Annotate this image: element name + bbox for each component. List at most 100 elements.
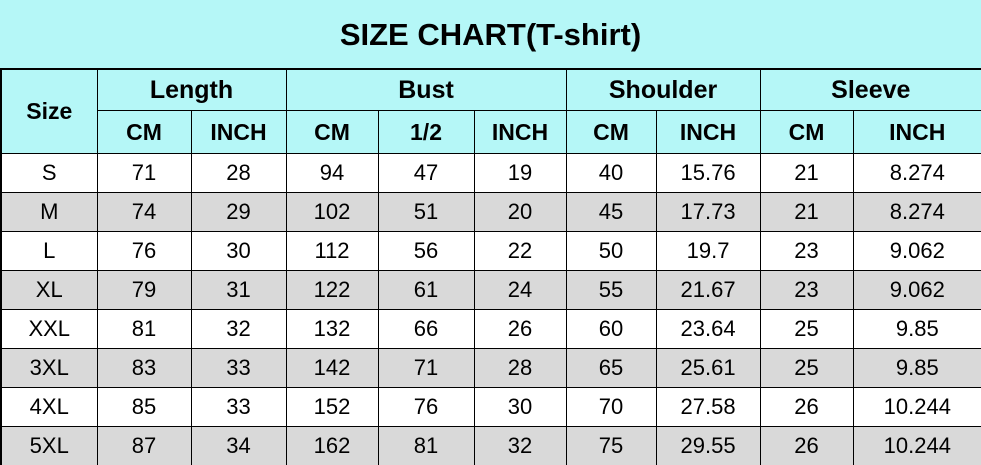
cell-measurement: 10.244: [853, 388, 981, 427]
cell-measurement: 79: [97, 271, 191, 310]
cell-measurement: 27.58: [656, 388, 760, 427]
cell-measurement: 32: [474, 427, 566, 465]
cell-measurement: 9.85: [853, 310, 981, 349]
unit-header-bust-cm: CM: [286, 111, 378, 154]
group-header-sleeve: Sleeve: [760, 69, 981, 111]
cell-measurement: 15.76: [656, 154, 760, 193]
cell-measurement: 61: [378, 271, 474, 310]
cell-measurement: 30: [474, 388, 566, 427]
cell-measurement: 75: [566, 427, 656, 465]
cell-measurement: 94: [286, 154, 378, 193]
cell-measurement: 56: [378, 232, 474, 271]
cell-measurement: 8.274: [853, 154, 981, 193]
cell-measurement: 76: [378, 388, 474, 427]
cell-measurement: 19: [474, 154, 566, 193]
unit-header-length-cm: CM: [97, 111, 191, 154]
cell-size: XXL: [1, 310, 97, 349]
cell-size: L: [1, 232, 97, 271]
cell-measurement: 30: [191, 232, 286, 271]
cell-measurement: 40: [566, 154, 656, 193]
cell-measurement: 45: [566, 193, 656, 232]
cell-measurement: 34: [191, 427, 286, 465]
cell-measurement: 65: [566, 349, 656, 388]
cell-measurement: 29.55: [656, 427, 760, 465]
cell-measurement: 112: [286, 232, 378, 271]
cell-measurement: 10.244: [853, 427, 981, 465]
cell-size: XL: [1, 271, 97, 310]
cell-measurement: 70: [566, 388, 656, 427]
group-header-shoulder: Shoulder: [566, 69, 760, 111]
cell-measurement: 83: [97, 349, 191, 388]
column-header-size: Size: [1, 69, 97, 154]
cell-measurement: 60: [566, 310, 656, 349]
cell-measurement: 32: [191, 310, 286, 349]
cell-measurement: 9.062: [853, 271, 981, 310]
cell-measurement: 51: [378, 193, 474, 232]
unit-header-sleeve-inch: INCH: [853, 111, 981, 154]
cell-measurement: 23: [760, 232, 853, 271]
unit-header-sleeve-cm: CM: [760, 111, 853, 154]
cell-measurement: 28: [474, 349, 566, 388]
cell-measurement: 20: [474, 193, 566, 232]
cell-measurement: 21.67: [656, 271, 760, 310]
group-header-bust: Bust: [286, 69, 566, 111]
cell-measurement: 31: [191, 271, 286, 310]
cell-size: S: [1, 154, 97, 193]
size-chart-table: Size Length Bust Shoulder Sleeve CM INCH…: [0, 68, 981, 465]
cell-measurement: 33: [191, 349, 286, 388]
cell-measurement: 9.062: [853, 232, 981, 271]
cell-measurement: 26: [474, 310, 566, 349]
cell-measurement: 102: [286, 193, 378, 232]
unit-header-shoulder-cm: CM: [566, 111, 656, 154]
cell-measurement: 29: [191, 193, 286, 232]
cell-measurement: 25: [760, 310, 853, 349]
cell-measurement: 23.64: [656, 310, 760, 349]
cell-measurement: 19.7: [656, 232, 760, 271]
cell-measurement: 9.85: [853, 349, 981, 388]
cell-size: M: [1, 193, 97, 232]
cell-measurement: 24: [474, 271, 566, 310]
cell-measurement: 132: [286, 310, 378, 349]
unit-header-bust-inch: INCH: [474, 111, 566, 154]
cell-measurement: 26: [760, 427, 853, 465]
cell-measurement: 152: [286, 388, 378, 427]
unit-header-row: CM INCH CM 1/2 INCH CM INCH CM INCH: [1, 111, 981, 154]
cell-measurement: 85: [97, 388, 191, 427]
cell-measurement: 25.61: [656, 349, 760, 388]
cell-measurement: 28: [191, 154, 286, 193]
group-header-row: Size Length Bust Shoulder Sleeve: [1, 69, 981, 111]
cell-size: 3XL: [1, 349, 97, 388]
cell-measurement: 71: [97, 154, 191, 193]
group-header-length: Length: [97, 69, 286, 111]
page-title: SIZE CHART(T-shirt): [340, 19, 641, 50]
cell-measurement: 50: [566, 232, 656, 271]
cell-size: 4XL: [1, 388, 97, 427]
cell-measurement: 17.73: [656, 193, 760, 232]
cell-measurement: 21: [760, 154, 853, 193]
cell-measurement: 76: [97, 232, 191, 271]
cell-measurement: 8.274: [853, 193, 981, 232]
cell-measurement: 66: [378, 310, 474, 349]
cell-measurement: 55: [566, 271, 656, 310]
cell-measurement: 74: [97, 193, 191, 232]
cell-measurement: 26: [760, 388, 853, 427]
cell-measurement: 81: [378, 427, 474, 465]
cell-measurement: 22: [474, 232, 566, 271]
cell-measurement: 71: [378, 349, 474, 388]
cell-measurement: 162: [286, 427, 378, 465]
cell-measurement: 47: [378, 154, 474, 193]
unit-header-shoulder-inch: INCH: [656, 111, 760, 154]
unit-header-length-inch: INCH: [191, 111, 286, 154]
chart-title-band: SIZE CHART(T-shirt): [0, 0, 981, 68]
cell-measurement: 33: [191, 388, 286, 427]
